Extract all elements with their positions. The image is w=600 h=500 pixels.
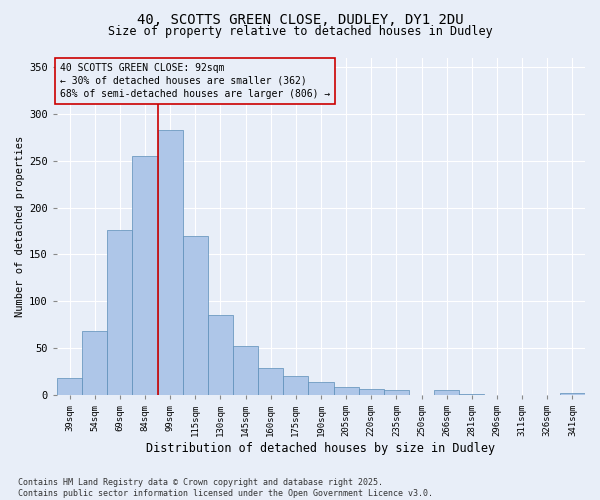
Bar: [459, 394, 484, 395]
Bar: [158, 130, 182, 395]
Bar: [258, 368, 283, 395]
Bar: [560, 394, 585, 395]
Bar: [434, 390, 459, 395]
Bar: [384, 390, 409, 395]
Bar: [182, 236, 208, 395]
Y-axis label: Number of detached properties: Number of detached properties: [15, 136, 25, 317]
Bar: [359, 388, 384, 395]
Bar: [334, 386, 359, 395]
Bar: [233, 346, 258, 395]
Bar: [133, 156, 158, 395]
X-axis label: Distribution of detached houses by size in Dudley: Distribution of detached houses by size …: [146, 442, 496, 455]
Text: Size of property relative to detached houses in Dudley: Size of property relative to detached ho…: [107, 25, 493, 38]
Bar: [208, 316, 233, 395]
Bar: [308, 382, 334, 395]
Bar: [107, 230, 133, 395]
Text: 40, SCOTTS GREEN CLOSE, DUDLEY, DY1 2DU: 40, SCOTTS GREEN CLOSE, DUDLEY, DY1 2DU: [137, 12, 463, 26]
Text: 40 SCOTTS GREEN CLOSE: 92sqm
← 30% of detached houses are smaller (362)
68% of s: 40 SCOTTS GREEN CLOSE: 92sqm ← 30% of de…: [59, 62, 330, 99]
Bar: [283, 376, 308, 395]
Bar: [57, 378, 82, 395]
Text: Contains HM Land Registry data © Crown copyright and database right 2025.
Contai: Contains HM Land Registry data © Crown c…: [18, 478, 433, 498]
Bar: [82, 332, 107, 395]
